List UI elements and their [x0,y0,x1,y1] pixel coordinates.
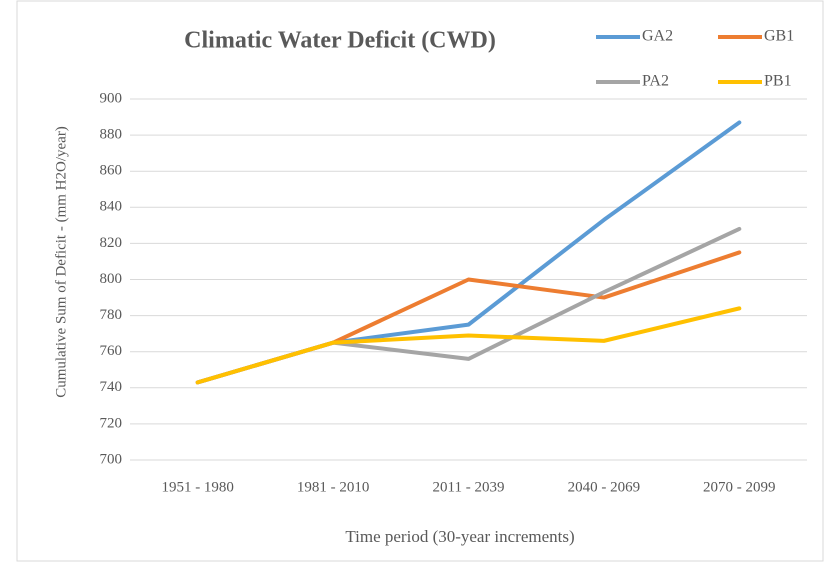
y-tick-label: 780 [100,307,123,323]
chart-border [16,0,824,562]
y-tick-label: 740 [100,379,123,395]
y-tick-label: 860 [100,163,123,179]
y-tick-label: 820 [100,235,123,251]
series-line [195,306,742,385]
x-tick-label: 1951 - 1980 [161,479,234,495]
y-axis-label: Cumulative Sum of Deficit - (mm H2O/year… [53,126,69,398]
y-tick-label: 840 [100,199,123,215]
y-tick-label: 700 [100,451,123,467]
x-axis-label: Time period (30-year increments) [345,527,574,546]
y-tick-label: 800 [100,271,123,287]
y-tick-label: 900 [100,90,123,106]
y-tick-label: 760 [100,343,123,359]
legend-label: PB1 [764,73,792,90]
legend-label: GB1 [764,28,794,45]
y-tick-label: 880 [100,127,123,143]
y-tick-label: 720 [100,415,123,431]
legend-label: PA2 [642,73,669,90]
x-tick-label: 2011 - 2039 [433,479,505,495]
chart-title: Climatic Water Deficit (CWD) [184,28,496,54]
legend-label: GA2 [642,28,673,45]
x-tick-label: 2070 - 2099 [703,479,776,495]
x-tick-label: 2040 - 2069 [568,479,641,495]
x-tick-label: 1981 - 2010 [297,479,370,495]
